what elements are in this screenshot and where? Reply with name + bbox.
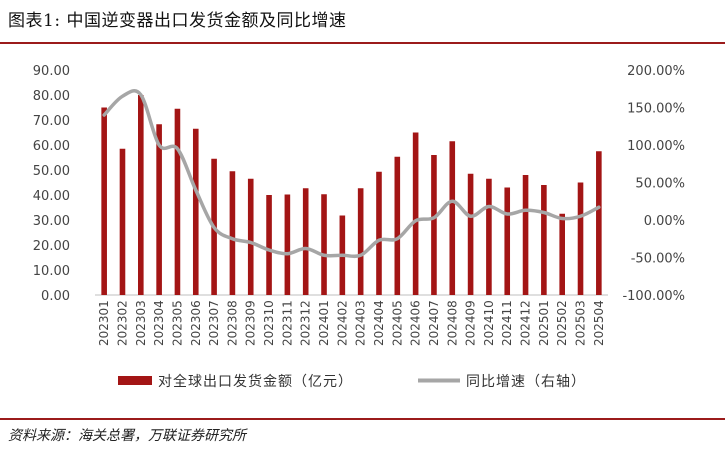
x-axis-tick-label: 202309 xyxy=(244,300,258,346)
x-axis-tick-label: 202409 xyxy=(464,300,478,346)
yoy-growth-line xyxy=(102,89,601,259)
x-axis-tick-label: 202406 xyxy=(409,300,423,346)
x-axis-tick-label: 202408 xyxy=(445,300,459,346)
bar-202503 xyxy=(577,182,584,295)
bar-202502 xyxy=(559,213,565,295)
left-axis-ticks: 0.00 10.00 20.00 30.00 40.00 50.00 60.00 70.00 8… xyxy=(33,64,70,304)
legend: 对全球出口发货金额（亿元） 同比增速（右轴） xyxy=(118,373,586,390)
x-axis-tick-label: 202402 xyxy=(335,300,349,346)
left-axis-tick-label: 50.00 xyxy=(33,164,70,179)
right-axis-tick-label: 0.00% xyxy=(644,214,685,229)
bar-202412 xyxy=(522,175,529,295)
bar-202403 xyxy=(357,188,364,295)
bar-202408 xyxy=(449,141,456,295)
legend-bar-label: 对全球出口发货金额（亿元） xyxy=(158,373,353,390)
bottom-divider xyxy=(0,418,725,420)
top-divider xyxy=(0,42,725,44)
bar-202406 xyxy=(412,132,419,295)
bar-202304 xyxy=(156,124,162,295)
x-axis-tick-label: 202504 xyxy=(592,300,606,346)
right-axis-tick-label: -100.00% xyxy=(622,289,685,304)
x-axis-tick-label: 202307 xyxy=(207,300,221,346)
x-axis-tick-label: 202302 xyxy=(115,300,129,346)
bar-202301 xyxy=(101,107,107,295)
left-axis-tick-label: 80.00 xyxy=(33,89,70,104)
x-axis-tick-label: 202304 xyxy=(152,300,166,346)
left-axis-tick-label: 60.00 xyxy=(33,139,70,154)
bar-202405 xyxy=(394,156,401,295)
x-axis-tick-label: 202407 xyxy=(427,300,441,346)
x-axis-tick-label: 202411 xyxy=(500,300,514,346)
bar-202306 xyxy=(192,128,199,295)
bar-202303 xyxy=(138,95,144,295)
right-axis-tick-label: 200.00% xyxy=(627,64,685,79)
x-axis-tick-label: 202303 xyxy=(134,300,148,346)
x-axis-tick-label: 202312 xyxy=(299,300,313,346)
left-axis-tick-label: 90.00 xyxy=(33,64,70,79)
right-axis-tick-label: -50.00% xyxy=(631,252,685,267)
x-axis-tick-label: 202305 xyxy=(170,300,184,346)
bar-202310 xyxy=(266,195,272,295)
x-axis-tick-label: 202311 xyxy=(280,300,294,346)
x-axis-tick-label: 202403 xyxy=(354,300,368,346)
bar-202409 xyxy=(467,173,474,295)
right-axis-ticks: -100.00% -50.00% 0.00% 50.00% 100.00% 150.00%… xyxy=(622,64,685,304)
x-axis-tick-label: 202404 xyxy=(372,300,386,346)
left-axis-tick-label: 30.00 xyxy=(33,214,70,229)
right-axis-tick-label: 100.00% xyxy=(627,139,685,154)
bar-202311 xyxy=(284,194,291,295)
x-axis-tick-label: 202306 xyxy=(189,300,203,346)
bar-202305 xyxy=(174,108,181,295)
legend-line-label: 同比增速（右轴） xyxy=(466,374,586,390)
bar-202501 xyxy=(541,185,547,295)
bar-202411 xyxy=(504,187,511,295)
x-axis-tick-label: 202501 xyxy=(537,300,551,346)
bar-202302 xyxy=(119,148,126,295)
x-axis-tick-label: 202301 xyxy=(97,300,111,346)
legend-bar-swatch xyxy=(118,376,152,385)
bar-series xyxy=(101,95,602,295)
left-axis-tick-label: 70.00 xyxy=(33,114,70,129)
line-series xyxy=(102,89,601,259)
x-axis-tick-label: 202503 xyxy=(574,300,588,346)
bar-202410 xyxy=(486,178,492,295)
combo-chart: 0.00 10.00 20.00 30.00 40.00 50.00 60.00 70.00 8… xyxy=(33,64,685,390)
bar-202404 xyxy=(376,171,382,295)
source-note: 资料来源：海关总署，万联证券研究所 xyxy=(8,428,246,444)
x-axis-tick-label: 202310 xyxy=(262,300,276,346)
bar-202308 xyxy=(229,171,236,295)
bar-202309 xyxy=(247,178,254,295)
right-axis-tick-label: 50.00% xyxy=(635,177,685,192)
x-axis-tick-label: 202502 xyxy=(555,300,569,346)
x-axis-tick-label: 202405 xyxy=(390,300,404,346)
x-axis-ticks: 202301 202302 202303 202304 202305 202306 2023… xyxy=(97,300,606,346)
left-axis-tick-label: 10.00 xyxy=(33,264,70,279)
x-axis-tick-label: 202401 xyxy=(317,300,331,346)
chart-title: 图表1: 中国逆变器出口发货金额及同比增速 xyxy=(8,11,347,31)
bar-202401 xyxy=(321,194,327,295)
bar-202312 xyxy=(302,188,309,295)
x-axis-tick-label: 202412 xyxy=(519,300,533,346)
left-axis-tick-label: 40.00 xyxy=(33,189,70,204)
left-axis-tick-label: 0.00 xyxy=(41,289,70,304)
x-axis-tick-label: 202410 xyxy=(482,300,496,346)
bar-202504 xyxy=(596,151,602,295)
left-axis-tick-label: 20.00 xyxy=(33,239,70,254)
x-axis-tick-label: 202308 xyxy=(225,300,239,346)
bar-202407 xyxy=(431,155,437,295)
right-axis-tick-label: 150.00% xyxy=(627,102,685,117)
